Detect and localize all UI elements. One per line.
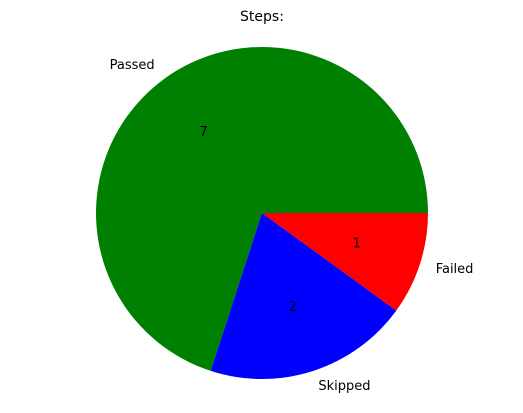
pie-value-failed: 1 <box>353 236 361 251</box>
pie-slice-passed <box>95 47 428 371</box>
pie-labels: Passed 7 Skipped 2 Failed 1 <box>110 58 474 394</box>
pie-slice-skipped <box>210 213 397 380</box>
pie-label-failed: Failed <box>436 262 474 277</box>
pie-label-passed: Passed <box>110 58 155 73</box>
pie-label-skipped: Skipped <box>318 379 370 394</box>
chart-title: Steps: <box>240 9 284 25</box>
pie-slices <box>95 47 428 380</box>
pie-value-skipped: 2 <box>289 300 297 315</box>
pie-value-passed: 7 <box>199 125 207 140</box>
pie-slice-failed <box>262 213 428 311</box>
